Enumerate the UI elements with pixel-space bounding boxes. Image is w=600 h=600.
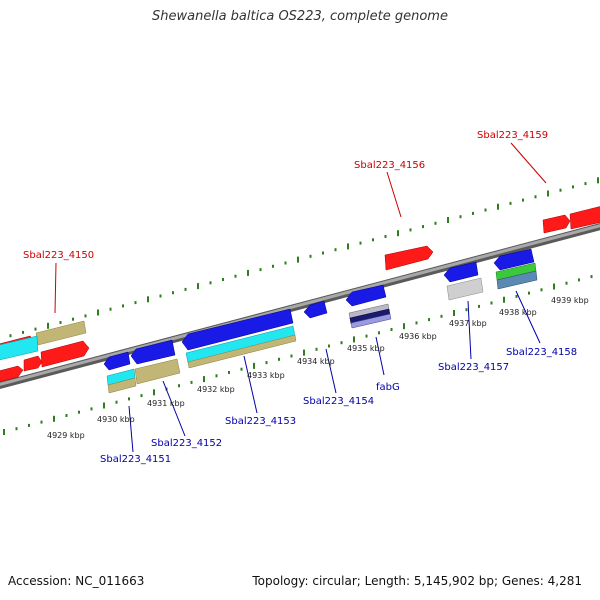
khaki-feature[interactable] <box>134 358 181 385</box>
gene-label-sbal223-4156[interactable]: Sbal223_4156 <box>354 160 425 171</box>
gene-feature-forward[interactable] <box>40 340 90 368</box>
left-feature-bands <box>0 320 87 361</box>
gene-feature-forward[interactable] <box>384 245 434 271</box>
gene-feature-forward[interactable] <box>542 214 571 234</box>
connector-line <box>467 300 472 360</box>
connector-line <box>375 336 385 376</box>
reverse-gene-labels: Sbal223_4151 Sbal223_4152 Sbal223_4153 S… <box>100 347 577 465</box>
connector-line <box>515 290 541 344</box>
gene-feature-reverse[interactable] <box>103 351 131 371</box>
cyan-feature[interactable] <box>0 335 39 361</box>
accession-text: Accession: NC_011663 <box>8 574 145 588</box>
kbp-label: 4937 kbp <box>449 319 487 328</box>
gene-feature-forward[interactable] <box>569 206 600 230</box>
kbp-label: 4932 kbp <box>197 385 235 394</box>
gene-feature-reverse[interactable] <box>345 284 387 307</box>
kbp-scale-labels: 4929 kbp 4930 kbp 4931 kbp 4932 kbp 4933… <box>47 296 589 440</box>
gene-feature-forward[interactable] <box>23 355 43 372</box>
gene-label-sbal223-4150[interactable]: Sbal223_4150 <box>23 250 94 261</box>
gene-feature-reverse[interactable] <box>493 248 535 271</box>
kbp-label: 4930 kbp <box>97 415 135 424</box>
lower-tick-track <box>3 275 593 435</box>
gene-label-sbal223-4158[interactable]: Sbal223_4158 <box>506 347 577 358</box>
gene-label-sbal223-4154[interactable]: Sbal223_4154 <box>303 396 374 407</box>
gene-label-fabg[interactable]: fabG <box>376 382 400 393</box>
khaki-feature[interactable] <box>107 377 137 394</box>
khaki-feature[interactable] <box>187 334 297 369</box>
backbone-line-highlight <box>0 224 600 386</box>
reverse-feature-bands <box>106 262 538 394</box>
kbp-label: 4929 kbp <box>47 431 85 440</box>
upper-tick-track <box>9 177 599 338</box>
reverse-strand-genes <box>103 248 535 371</box>
connector-line <box>128 405 134 453</box>
gray-feature[interactable] <box>446 277 484 301</box>
backbone <box>0 223 600 389</box>
connector-line <box>243 355 258 414</box>
connector-line <box>162 380 186 437</box>
gene-label-sbal223-4151[interactable]: Sbal223_4151 <box>100 454 171 465</box>
gene-feature-forward[interactable] <box>0 365 24 383</box>
steel-feature[interactable] <box>496 270 538 290</box>
gene-feature-reverse[interactable] <box>130 339 176 365</box>
gene-label-sbal223-4153[interactable]: Sbal223_4153 <box>225 416 296 427</box>
kbp-label: 4933 kbp <box>247 371 285 380</box>
kbp-label: 4939 kbp <box>551 296 589 305</box>
gene-label-sbal223-4157[interactable]: Sbal223_4157 <box>438 362 509 373</box>
genome-summary-text: Topology: circular; Length: 5,145,902 bp… <box>252 574 582 588</box>
gene-feature-reverse[interactable] <box>303 300 328 319</box>
kbp-label: 4938 kbp <box>499 308 537 317</box>
gene-feature-reverse[interactable] <box>181 308 294 351</box>
kbp-label: 4936 kbp <box>399 332 437 341</box>
gene-label-sbal223-4152[interactable]: Sbal223_4152 <box>151 438 222 449</box>
gene-label-sbal223-4159[interactable]: Sbal223_4159 <box>477 130 548 141</box>
connector-line <box>510 142 547 184</box>
map-title: Shewanella baltica OS223, complete genom… <box>152 9 448 24</box>
label-connectors <box>54 142 547 453</box>
khaki-feature[interactable] <box>35 320 87 346</box>
kbp-label: 4935 kbp <box>347 344 385 353</box>
forward-gene-labels: Sbal223_4150 Sbal223_4156 Sbal223_4159 <box>23 130 548 261</box>
connector-line <box>386 171 402 218</box>
gene-feature-reverse[interactable] <box>443 261 479 283</box>
kbp-label: 4931 kbp <box>147 399 185 408</box>
connector-line <box>54 262 57 314</box>
connector-line <box>325 348 337 394</box>
lavender-feature[interactable] <box>350 313 392 329</box>
kbp-label: 4934 kbp <box>297 357 335 366</box>
